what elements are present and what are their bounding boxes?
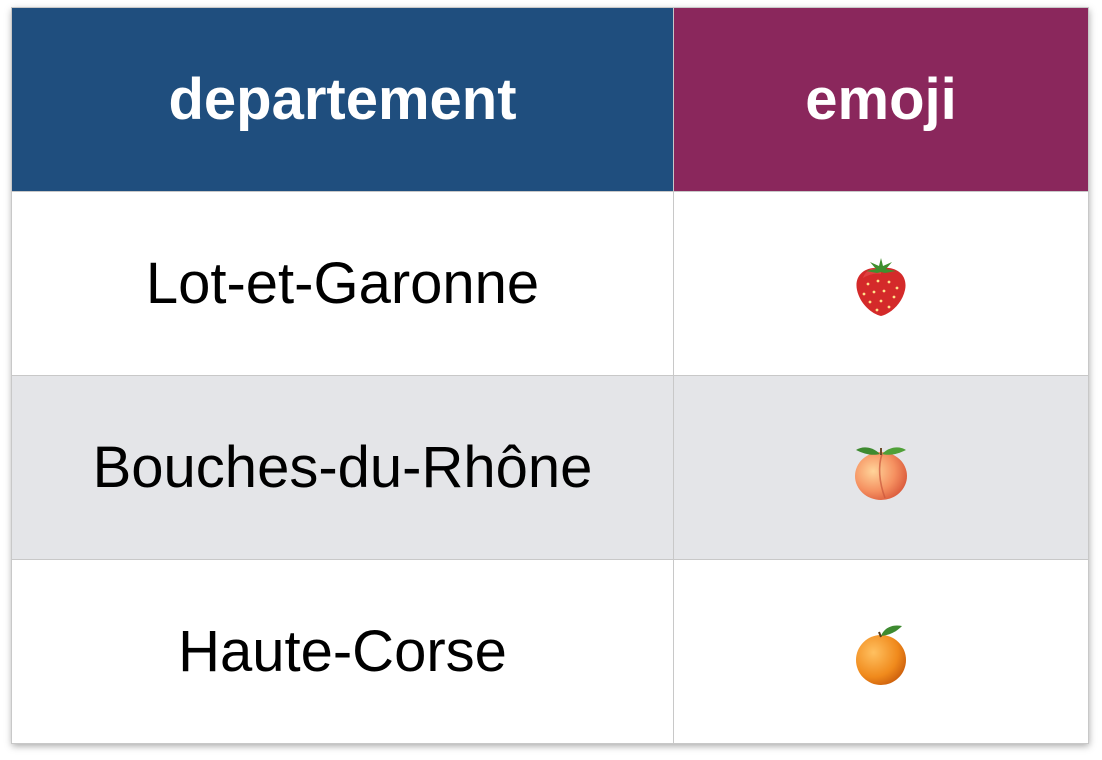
emoji-cell (673, 559, 1089, 744)
departement-cell: Lot-et-Garonne (11, 191, 674, 376)
departement-cell: Haute-Corse (11, 559, 674, 744)
departement-cell: Bouches-du-Rhône (11, 375, 674, 560)
table-row: Lot-et-Garonne (11, 191, 1089, 376)
peach-icon (855, 447, 907, 501)
column-header-departement[interactable]: departement (11, 7, 674, 192)
strawberry-icon (856, 258, 906, 317)
table-row: Haute-Corse (11, 559, 1089, 744)
tangerine-icon (856, 625, 906, 686)
emoji-cell (673, 375, 1089, 560)
table-row: Bouches-du-Rhône (11, 375, 1089, 560)
data-table: departement emoji Lot-et-Garonne (11, 7, 1089, 744)
emoji-cell (673, 191, 1089, 376)
table-header-row: departement emoji (11, 7, 1089, 192)
column-header-emoji[interactable]: emoji (673, 7, 1089, 192)
data-table-container: departement emoji Lot-et-Garonne (11, 7, 1089, 744)
